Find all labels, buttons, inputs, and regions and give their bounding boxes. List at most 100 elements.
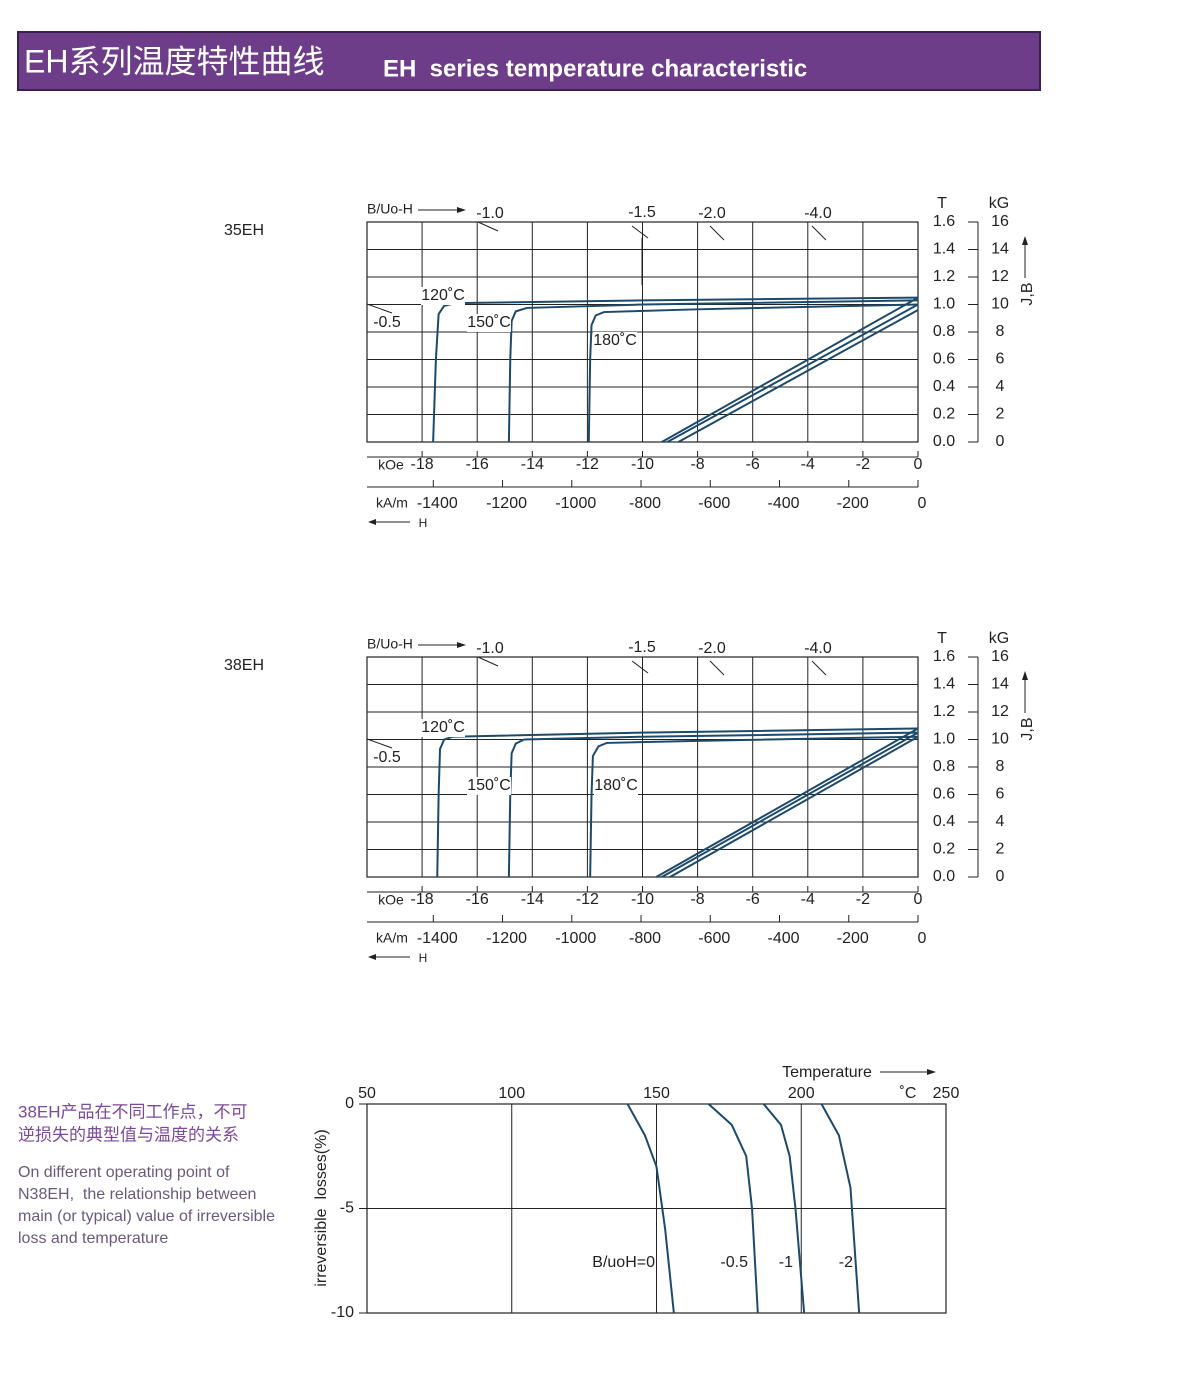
x2-tick-label: 0 — [918, 930, 927, 947]
note-en: On different operating point of — [18, 1164, 230, 1181]
label-bg — [421, 287, 465, 305]
series-label: -1 — [779, 1254, 793, 1271]
load-line-mark — [631, 660, 649, 674]
x2-tick-label: 0 — [918, 495, 927, 512]
load-line-value: -0.5 — [373, 749, 401, 766]
y-tick-label: 0.0 — [933, 868, 955, 885]
x2-tick-label: -800 — [629, 495, 661, 512]
y-tick-label: 0.0 — [933, 433, 955, 450]
y2-tick-label: 2 — [996, 406, 1005, 423]
curve — [820, 1103, 861, 1314]
y-tick-label: -10 — [331, 1304, 354, 1321]
y2-tick-label: 6 — [996, 351, 1005, 368]
load-line-mark — [477, 656, 499, 667]
x2-tick-label: -1000 — [555, 930, 596, 947]
load-line-mark — [709, 225, 725, 241]
load-line-value: -1.5 — [628, 639, 656, 656]
arrow-head — [927, 1069, 936, 1075]
curve — [661, 731, 919, 878]
note-en: loss and temperature — [18, 1230, 168, 1247]
series-label: 150˚C — [467, 777, 511, 794]
x-tick-label: 150 — [643, 1085, 670, 1102]
x-tick-label: -8 — [690, 456, 704, 473]
load-line-value: -0.5 — [373, 314, 401, 331]
series-label: 180˚C — [594, 777, 638, 794]
y-tick-label: -5 — [340, 1200, 354, 1217]
curve — [707, 1103, 759, 1314]
y2-tick-label: 16 — [991, 213, 1009, 230]
arrow-head — [1022, 236, 1028, 245]
x2-tick-label: -1000 — [555, 495, 596, 512]
chart-label: 38EH — [224, 657, 264, 674]
y2-tick-label: 12 — [991, 268, 1009, 285]
x-axis-label: Temperature — [782, 1064, 872, 1081]
curve — [507, 299, 919, 443]
y-tick-label: 0.2 — [933, 406, 955, 423]
y2-tick-label: 8 — [996, 323, 1005, 340]
x-tick-label: -14 — [521, 456, 544, 473]
y-tick-label: 0 — [345, 1095, 354, 1112]
curve — [626, 1103, 675, 1314]
x-tick-label: 0 — [914, 891, 923, 908]
y2-tick-label: 6 — [996, 786, 1005, 803]
note-en: main (or typical) value of irreversible — [18, 1208, 275, 1225]
load-line-value: -1.0 — [476, 205, 504, 222]
x-axis-label: kOe — [378, 892, 404, 908]
y2-tick-label: 8 — [996, 758, 1005, 775]
x2-tick-label: -1200 — [486, 495, 527, 512]
load-line-mark — [477, 221, 499, 232]
load-line-value: -2.0 — [698, 640, 726, 657]
y2-axis-label: kG — [989, 630, 1009, 647]
x-tick-label: -18 — [411, 891, 434, 908]
x-tick-label: -6 — [746, 456, 760, 473]
x2-tick-label: -200 — [837, 495, 869, 512]
x2-tick-label: -600 — [698, 495, 730, 512]
load-line-value: -1.0 — [476, 640, 504, 657]
label-bg — [594, 777, 638, 795]
y-tick-label: 0.4 — [933, 378, 955, 395]
y2-tick-label: 0 — [996, 868, 1005, 885]
label-bg — [467, 777, 511, 795]
jb-label: J,B — [1019, 282, 1036, 305]
load-line-value: -4.0 — [804, 205, 832, 222]
y-axis-label: T — [937, 630, 947, 647]
x-tick-label: 50 — [358, 1085, 376, 1102]
x-tick-label: -2 — [856, 891, 870, 908]
x-tick-label: -6 — [746, 891, 760, 908]
note-zh: 逆损失的典型值与温度的关系 — [18, 1125, 239, 1144]
y-tick-label: 1.0 — [933, 296, 955, 313]
x-tick-label: 0 — [914, 456, 923, 473]
x2-tick-label: -600 — [698, 930, 730, 947]
series-label: -2 — [839, 1254, 853, 1271]
y-tick-label: 0.2 — [933, 841, 955, 858]
y-tick-label: 1.2 — [933, 703, 955, 720]
y2-tick-label: 14 — [991, 676, 1009, 693]
arrow-head — [368, 519, 376, 525]
header-bar — [17, 31, 1041, 91]
load-line-label: B/Uo-H — [367, 636, 413, 652]
y-tick-label: 1.6 — [933, 648, 955, 665]
x-tick-label: -2 — [856, 456, 870, 473]
load-line-mark — [366, 303, 393, 314]
label-bg — [421, 719, 465, 737]
x-tick-label: -8 — [690, 891, 704, 908]
y2-tick-label: 16 — [991, 648, 1009, 665]
y-tick-label: 1.2 — [933, 268, 955, 285]
x2-tick-label: -1200 — [486, 930, 527, 947]
arrow-head — [368, 954, 376, 960]
load-line-value: -1.5 — [628, 204, 656, 221]
y-tick-label: 0.6 — [933, 786, 955, 803]
curve — [661, 296, 919, 443]
y2-tick-label: 4 — [996, 378, 1005, 395]
y2-tick-label: 10 — [991, 296, 1009, 313]
header-title-zh: EH系列温度特性曲线 — [24, 43, 324, 79]
x2-tick-label: -200 — [837, 930, 869, 947]
x-unit: ˚C — [900, 1085, 917, 1102]
curve — [507, 731, 919, 878]
curve — [587, 303, 919, 443]
x-axis-label: kOe — [378, 457, 404, 473]
load-line-label: B/Uo-H — [367, 201, 413, 217]
chart-label: 35EH — [224, 222, 264, 239]
x-tick-label: -12 — [576, 891, 599, 908]
